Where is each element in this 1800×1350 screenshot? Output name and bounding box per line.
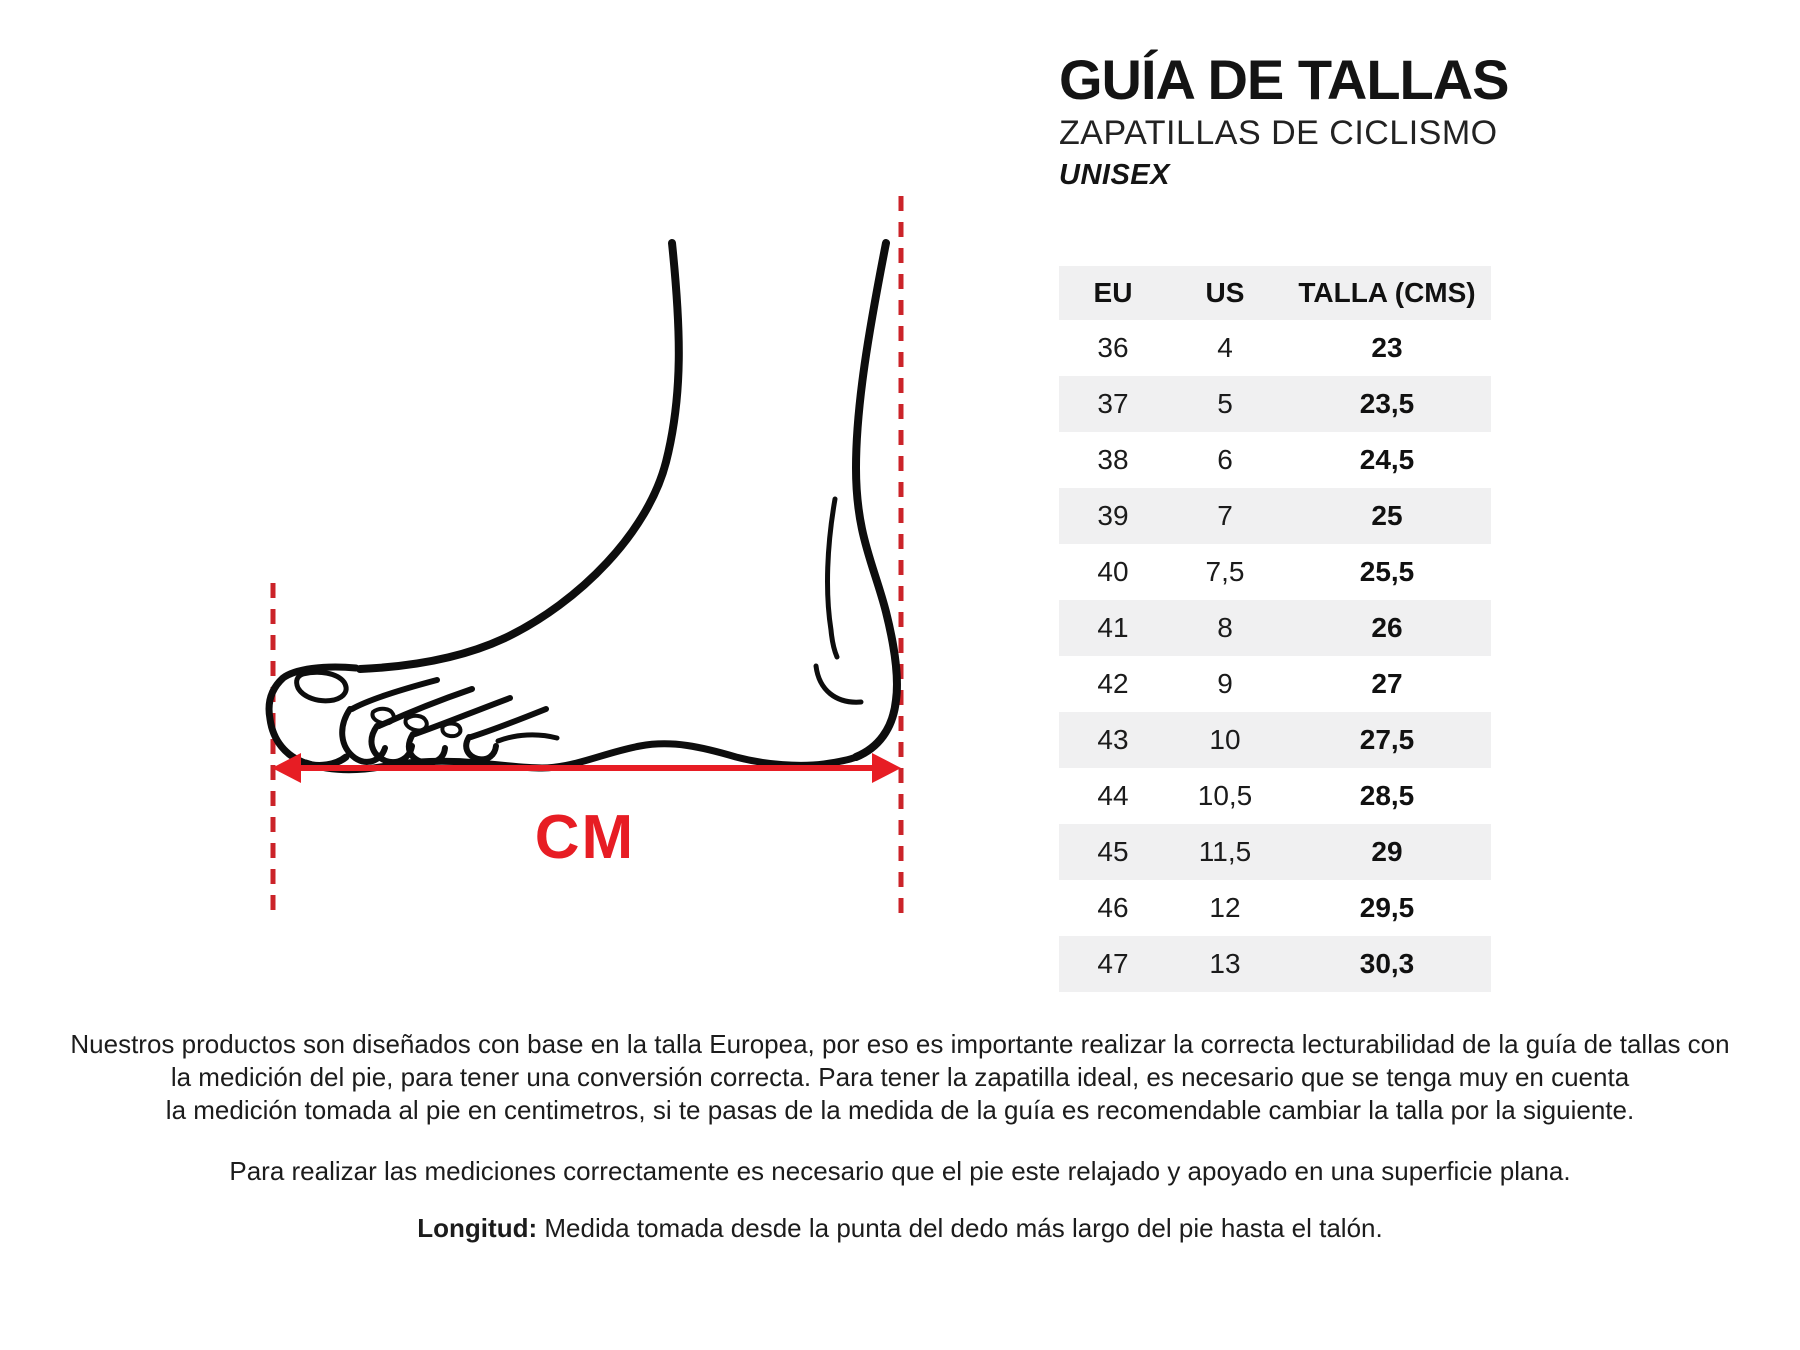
us-value: 8 (1217, 612, 1233, 643)
us-value: 10,5 (1197, 780, 1253, 811)
notes-section: Nuestros productos son diseñados con bas… (0, 1028, 1800, 1245)
table-row: 46 12 29,5 (1059, 880, 1491, 936)
talla-value: 29,5 (1359, 892, 1415, 923)
us-value: 9 (1217, 668, 1233, 699)
us-value: 6 (1217, 444, 1233, 475)
size-table: EU US TALLA (CMS) 36 4 23 37 5 23,5 38 6… (1059, 266, 1491, 992)
cm-label: CM (535, 803, 635, 872)
gender-label: UNISEX (1059, 159, 1170, 191)
longitud-label: Longitud: (417, 1213, 538, 1243)
us-value: 11,5 (1198, 836, 1252, 867)
longitud-text: Medida tomada desde la punta del dedo má… (544, 1213, 1383, 1243)
measurement-note: Para realizar las mediciones correctamen… (229, 1156, 1571, 1186)
talla-value: 25 (1371, 500, 1403, 531)
eu-value: 39 (1097, 500, 1129, 531)
us-value: 13 (1209, 948, 1241, 979)
eu-value: 37 (1097, 388, 1129, 419)
column-header-us: US (1205, 277, 1245, 308)
eu-value: 38 (1097, 444, 1129, 475)
talla-value: 24,5 (1359, 444, 1415, 475)
eu-value: 36 (1097, 332, 1129, 363)
talla-value: 30,3 (1359, 948, 1415, 979)
sizing-paragraph: Nuestros productos son diseñados con bas… (0, 1028, 1800, 1127)
column-header-eu: EU (1093, 277, 1133, 308)
sizing-paragraph-line: la medición del pie, para tener una conv… (170, 1062, 1630, 1092)
table-row: 42 9 27 (1059, 656, 1491, 712)
us-value: 10 (1209, 724, 1241, 755)
table-row: 43 10 27,5 (1059, 712, 1491, 768)
table-row: 36 4 23 (1059, 320, 1491, 376)
us-value: 4 (1217, 332, 1233, 363)
eu-value: 47 (1097, 948, 1129, 979)
us-value: 5 (1217, 388, 1233, 419)
eu-value: 41 (1097, 612, 1129, 643)
table-row: 37 5 23,5 (1059, 376, 1491, 432)
table-row: 40 7,5 25,5 (1059, 544, 1491, 600)
sizing-paragraph-line: la medición tomada al pie en centimetros… (165, 1095, 1635, 1125)
page-title: GUÍA DE TALLAS (1059, 48, 1510, 111)
eu-value: 44 (1097, 780, 1129, 811)
talla-value: 25,5 (1359, 556, 1415, 587)
foot-outline-drawing (265, 239, 901, 774)
eu-value: 42 (1097, 668, 1129, 699)
talla-value: 27,5 (1359, 724, 1415, 755)
size-table-header-row: EU US TALLA (CMS) (1059, 266, 1491, 320)
foot-measurement-illustration: CM (265, 196, 904, 913)
table-row: 38 6 24,5 (1059, 432, 1491, 488)
table-row: 47 13 30,3 (1059, 936, 1491, 992)
talla-value: 26 (1371, 612, 1403, 643)
table-row: 44 10,5 28,5 (1059, 768, 1491, 824)
talla-value: 28,5 (1359, 780, 1415, 811)
talla-value: 23 (1371, 332, 1403, 363)
arrowhead-left (272, 753, 301, 783)
sizing-paragraph-line: Nuestros productos son diseñados con bas… (70, 1029, 1730, 1059)
table-row: 39 7 25 (1059, 488, 1491, 544)
eu-value: 43 (1097, 724, 1129, 755)
column-header-talla: TALLA (CMS) (1298, 277, 1476, 308)
eu-value: 40 (1097, 556, 1129, 587)
header-block: GUÍA DE TALLAS ZAPATILLAS DE CICLISMO UN… (1059, 48, 1510, 192)
us-value: 7,5 (1205, 556, 1245, 587)
eu-value: 46 (1097, 892, 1129, 923)
us-value: 7 (1217, 500, 1233, 531)
table-row: 45 11,5 29 (1059, 824, 1491, 880)
eu-value: 45 (1097, 836, 1129, 867)
talla-value: 27 (1371, 668, 1403, 699)
page-subtitle: ZAPATILLAS DE CICLISMO (1059, 114, 1498, 152)
table-row: 41 8 26 (1059, 600, 1491, 656)
arrowhead-right (872, 753, 901, 783)
talla-value: 29 (1371, 836, 1403, 867)
us-value: 12 (1209, 892, 1241, 923)
measurement-arrow (272, 753, 901, 783)
longitud-note: Longitud: Medida tomada desde la punta d… (0, 1212, 1800, 1245)
talla-value: 23,5 (1359, 388, 1415, 419)
